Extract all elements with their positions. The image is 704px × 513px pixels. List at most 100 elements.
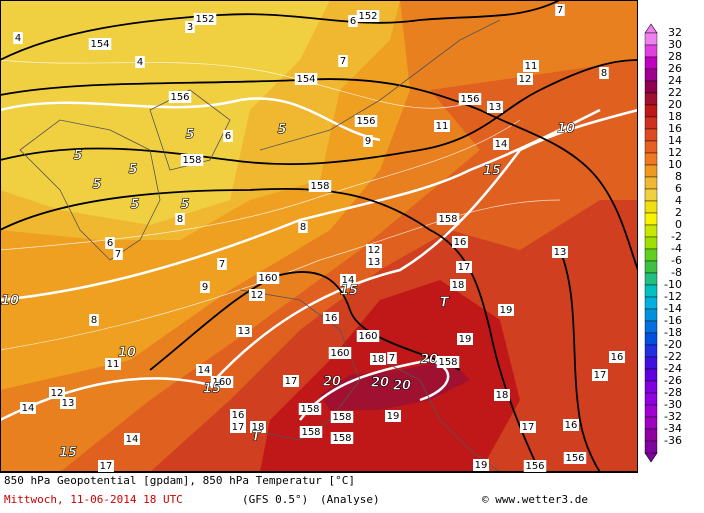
contour-label: 13 xyxy=(489,102,502,113)
colorbar-swatch xyxy=(644,392,658,406)
colorbar-swatch xyxy=(644,248,658,262)
contour-label: 11 xyxy=(436,121,449,132)
colorbar-label: -26 xyxy=(664,374,682,387)
colorbar-swatch xyxy=(644,404,658,418)
label-box xyxy=(487,101,503,113)
label-box xyxy=(250,421,266,433)
colorbar-swatch xyxy=(644,284,658,298)
contour-label: 19 xyxy=(459,334,472,345)
colorbar-swatch xyxy=(644,32,658,46)
isotherm-label: 20 xyxy=(323,375,341,390)
contour-label: 14 xyxy=(126,434,139,445)
label-box xyxy=(456,261,472,273)
label-box xyxy=(298,403,322,415)
label-box xyxy=(552,246,568,258)
contour-label: 12 xyxy=(251,290,264,301)
colorbar-swatch xyxy=(644,176,658,190)
colorbar-label: -8 xyxy=(671,266,682,279)
isotherm-label: 20 xyxy=(371,376,389,391)
isotherm-minor-label: 7 xyxy=(389,353,395,364)
contour-label: 16 xyxy=(325,313,338,324)
contour-label: 156 xyxy=(525,461,544,472)
label-box xyxy=(113,248,123,260)
colorbar-label: 18 xyxy=(668,110,682,123)
label-box xyxy=(385,410,401,422)
colorbar-swatch xyxy=(644,272,658,286)
label-box xyxy=(592,369,608,381)
label-box xyxy=(340,274,356,286)
label-box xyxy=(200,281,210,293)
contour-label: 12 xyxy=(51,388,64,399)
isotherm-label: 5 xyxy=(130,198,139,213)
contour-label: 156 xyxy=(565,453,584,464)
isotherm-label: T xyxy=(252,430,262,445)
colorbar-label: -2 xyxy=(671,230,682,243)
colorbar-swatch xyxy=(644,416,658,430)
label-box xyxy=(283,375,299,387)
contour-label: 17 xyxy=(522,422,535,433)
label-box xyxy=(98,460,114,472)
colorbar-label: -4 xyxy=(671,242,682,255)
footer-site: © www.wetter3.de xyxy=(482,493,588,506)
colorbar-swatch xyxy=(644,164,658,178)
isotherm-label: 5 xyxy=(180,198,189,213)
isotherm-minor-label: 7 xyxy=(557,5,563,16)
map-frame xyxy=(0,0,638,472)
label-box xyxy=(436,356,460,368)
colorbar-swatch xyxy=(644,80,658,94)
colorbar-swatch xyxy=(644,104,658,118)
label-box xyxy=(599,67,609,79)
contour-label: 17 xyxy=(594,370,607,381)
contour-label: 13 xyxy=(238,326,251,337)
colorbar-swatch xyxy=(644,296,658,310)
label-box xyxy=(354,115,378,127)
colorbar-label: -12 xyxy=(664,290,682,303)
colorbar-label: 0 xyxy=(675,218,682,231)
isotherm-label: 5 xyxy=(128,163,137,178)
contour-label: 158 xyxy=(300,404,319,415)
label-box xyxy=(498,304,514,316)
map xyxy=(0,0,638,472)
label-box xyxy=(308,180,332,192)
label-box xyxy=(89,314,99,326)
colorbar-swatch xyxy=(644,116,658,130)
contour-label: 19 xyxy=(387,411,400,422)
isotherm-minor-label: 7 xyxy=(340,56,346,67)
colorbar-swatch xyxy=(644,428,658,442)
label-box xyxy=(348,15,358,27)
contour-label: 13 xyxy=(62,398,75,409)
colorbar-label: 12 xyxy=(668,146,682,159)
footer-model: (GFS 0.5°) xyxy=(242,493,308,506)
label-box xyxy=(366,256,382,268)
colorbar-swatch xyxy=(644,200,658,214)
colorbar-label: -30 xyxy=(664,398,682,411)
contour-label: 158 xyxy=(332,412,351,423)
label-box xyxy=(299,426,323,438)
contour-label: 12 xyxy=(519,74,532,85)
isotherm-label: 10 xyxy=(118,346,136,361)
contour-label: 13 xyxy=(368,257,381,268)
isotherm-minor-label: 3 xyxy=(187,22,193,33)
isotherm-minor-label: 8 xyxy=(91,315,97,326)
colorbar-label: 16 xyxy=(668,122,682,135)
label-box xyxy=(370,353,386,365)
isotherm-minor-label: 4 xyxy=(137,57,143,68)
isotherm-minor-label: 4 xyxy=(15,33,21,44)
contour-label: 16 xyxy=(232,410,245,421)
isotherm-minor-label: 8 xyxy=(601,68,607,79)
colorbar-label: 10 xyxy=(668,158,682,171)
isotherm-minor-label: 6 xyxy=(350,16,356,27)
isotherm-label: 5 xyxy=(277,123,286,138)
contour-label: 16 xyxy=(454,237,467,248)
contour-label: 12 xyxy=(368,245,381,256)
label-box xyxy=(520,421,536,433)
contour-label: 19 xyxy=(500,305,513,316)
contour-label: 18 xyxy=(496,390,509,401)
label-box xyxy=(555,4,565,16)
colorbar-swatch xyxy=(644,68,658,82)
colorbar-label: -36 xyxy=(664,434,682,447)
colorbar-label: -28 xyxy=(664,386,682,399)
label-box xyxy=(223,130,233,142)
